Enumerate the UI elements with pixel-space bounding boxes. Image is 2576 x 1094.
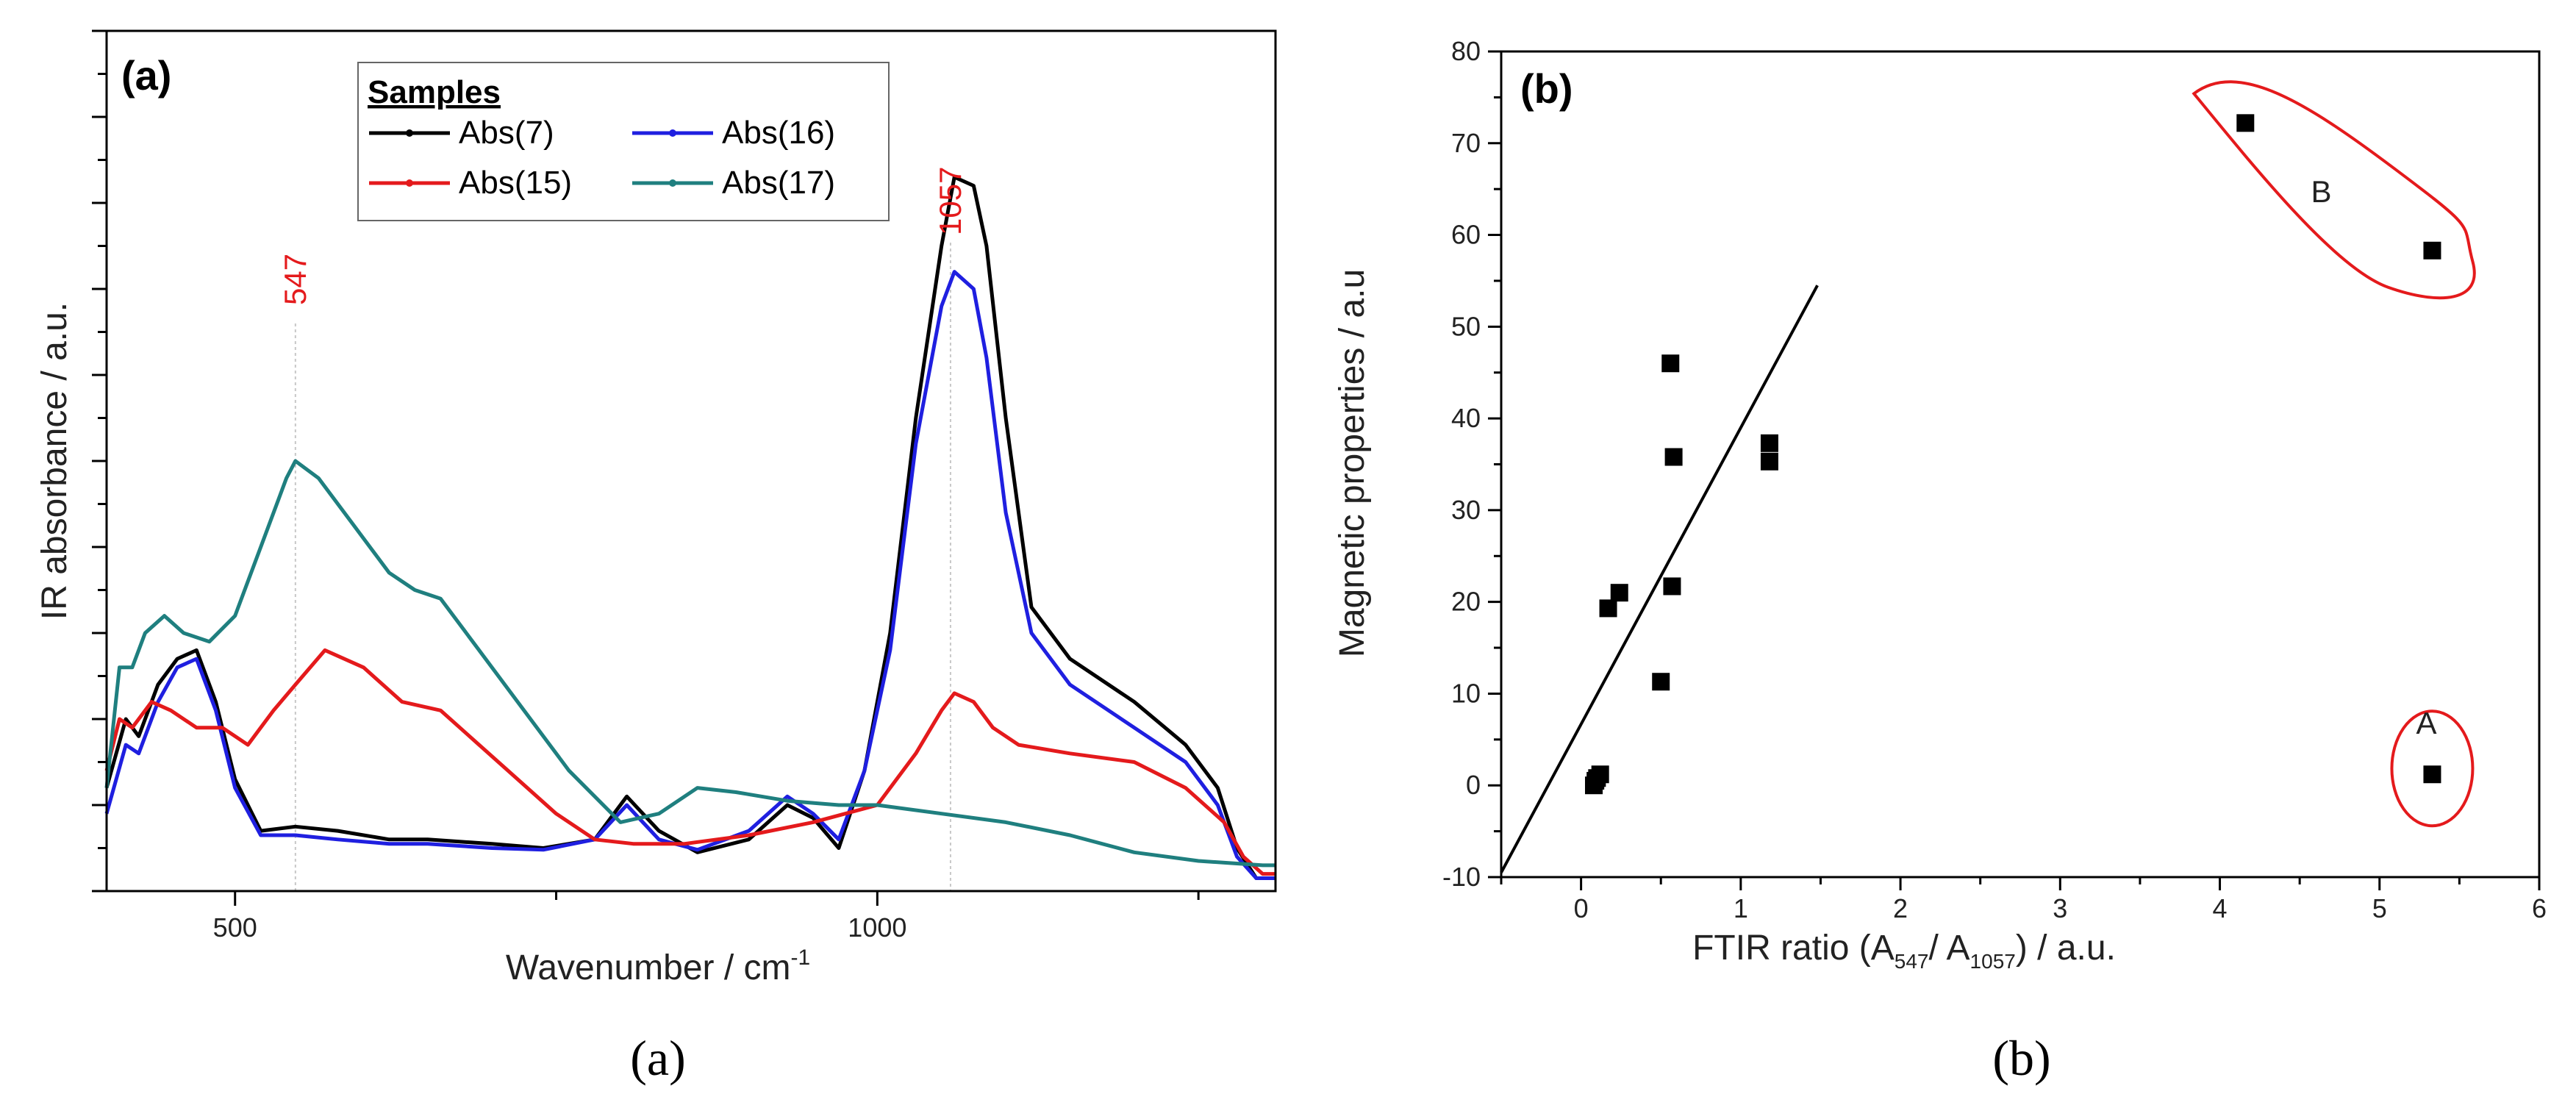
chart-b-x-tick-label: 0 [1574, 893, 1589, 923]
chart-b-panel-label: (b) [1520, 65, 1573, 112]
caption-b: (b) [1992, 1030, 2050, 1086]
legend-marker [406, 179, 413, 187]
scatter-point [2423, 241, 2441, 260]
chart-b-y-tick-label: 50 [1451, 311, 1481, 341]
legend-marker [669, 129, 676, 137]
scatter-point [1664, 448, 1683, 466]
chart-a-x-tick-label: 1000 [848, 912, 906, 943]
series-line-abs16 [104, 270, 1276, 880]
scatter-point [2236, 114, 2255, 132]
peak-label-1057: 1057 [933, 167, 967, 235]
scatter-point [1599, 599, 1617, 618]
legend-items: Abs(7) Abs(15) Abs(16) Abs(17) [369, 115, 835, 201]
chart-b-ylabel: Magnetic properties / a.u [1333, 269, 1372, 657]
chart-b-xlabel-start: FTIR ratio (A [1692, 929, 1895, 968]
legend-marker [406, 129, 413, 137]
chart-b-ticks: 0 1 2 3 4 5 6 -10 0 10 20 30 40 50 60 70 80 [1442, 36, 2547, 923]
fit-line [1500, 285, 1819, 873]
chart-b-x-tick-label: 1 [1734, 893, 1748, 923]
scatter-point [1610, 584, 1628, 602]
chart-b-xlabel-sub1: 547 [1895, 950, 1929, 973]
chart-b-xlabel: FTIR ratio (A547/ A1057) / a.u. [1692, 929, 2116, 973]
scatter-point [1760, 434, 1778, 452]
chart-b-x-tick-label: 6 [2532, 893, 2547, 923]
group-label-b: B [2311, 174, 2331, 209]
chart-a-x-tick-label: 500 [213, 912, 257, 943]
legend-label: Abs(7) [459, 115, 554, 151]
scatter-point [1760, 452, 1778, 471]
chart-b-xlabel-end: ) / a.u. [2016, 929, 2116, 968]
scatter-point [1652, 673, 1670, 691]
chart-b-xlabel-mid: / A [1929, 929, 1970, 968]
caption-a: (a) [630, 1030, 685, 1086]
legend-title: Samples [368, 74, 501, 110]
scatter-point [1663, 577, 1681, 596]
chart-a-xlabel-main: Wavenumber / cm [506, 948, 791, 987]
chart-b-y-tick-label: 60 [1451, 220, 1481, 250]
peak-label-547: 547 [278, 254, 312, 305]
chart-a-series [104, 175, 1276, 880]
chart-a-xlabel-sup: -1 [790, 945, 810, 970]
chart-b-y-tick-label: 10 [1451, 678, 1481, 708]
group-outline-a [2390, 709, 2475, 828]
group-outline-b [2192, 80, 2476, 300]
chart-a-ylabel: IR absorbance / a.u. [35, 302, 74, 620]
chart-b-x-tick-label: 3 [2053, 893, 2067, 923]
chart-b-y-tick-label: 80 [1451, 36, 1481, 66]
legend-label: Abs(15) [459, 165, 572, 201]
chart-b-points [1584, 114, 2441, 795]
chart-b-xlabel-sub2: 1057 [1970, 950, 2016, 973]
chart-b-groups: AB [2192, 80, 2476, 828]
series-line-abs17 [104, 459, 1276, 868]
chart-a-xlabel: Wavenumber / cm-1 [506, 945, 810, 987]
chart-a-ticks: 500 1000 [92, 29, 1200, 943]
chart-a: 500 1000 (a) Samples Abs(7) Abs(15) Abs(16)… [35, 29, 1277, 1086]
chart-b-x-tick-label: 5 [2372, 893, 2387, 923]
series-line-abs15 [104, 648, 1276, 876]
chart-a-guides [294, 243, 951, 891]
chart-b-y-tick-label: 70 [1451, 128, 1481, 158]
chart-a-panel-label: (a) [121, 52, 171, 99]
chart-b-y-tick-label: 40 [1451, 403, 1481, 433]
legend-box [357, 62, 890, 221]
scatter-point [1588, 769, 1606, 787]
chart-b-fit [1500, 285, 1819, 873]
chart-b-y-tick-label: 20 [1451, 587, 1481, 617]
chart-b-y-tick-label: -10 [1442, 862, 1481, 892]
legend-marker [669, 179, 676, 187]
chart-b-y-tick-label: 0 [1466, 770, 1481, 800]
chart-b-x-tick-label: 4 [2213, 893, 2228, 923]
chart-b-x-tick-label: 2 [1893, 893, 1908, 923]
scatter-point [1661, 354, 1680, 373]
legend-label: Abs(17) [722, 165, 835, 201]
legend-label: Abs(16) [722, 115, 835, 151]
group-label-a: A [2416, 706, 2436, 740]
scatter-point [2423, 765, 2441, 784]
chart-a-legend: Samples Abs(7) Abs(15) Abs(16) Abs(17) [357, 62, 890, 221]
chart-b-y-tick-label: 30 [1451, 495, 1481, 525]
